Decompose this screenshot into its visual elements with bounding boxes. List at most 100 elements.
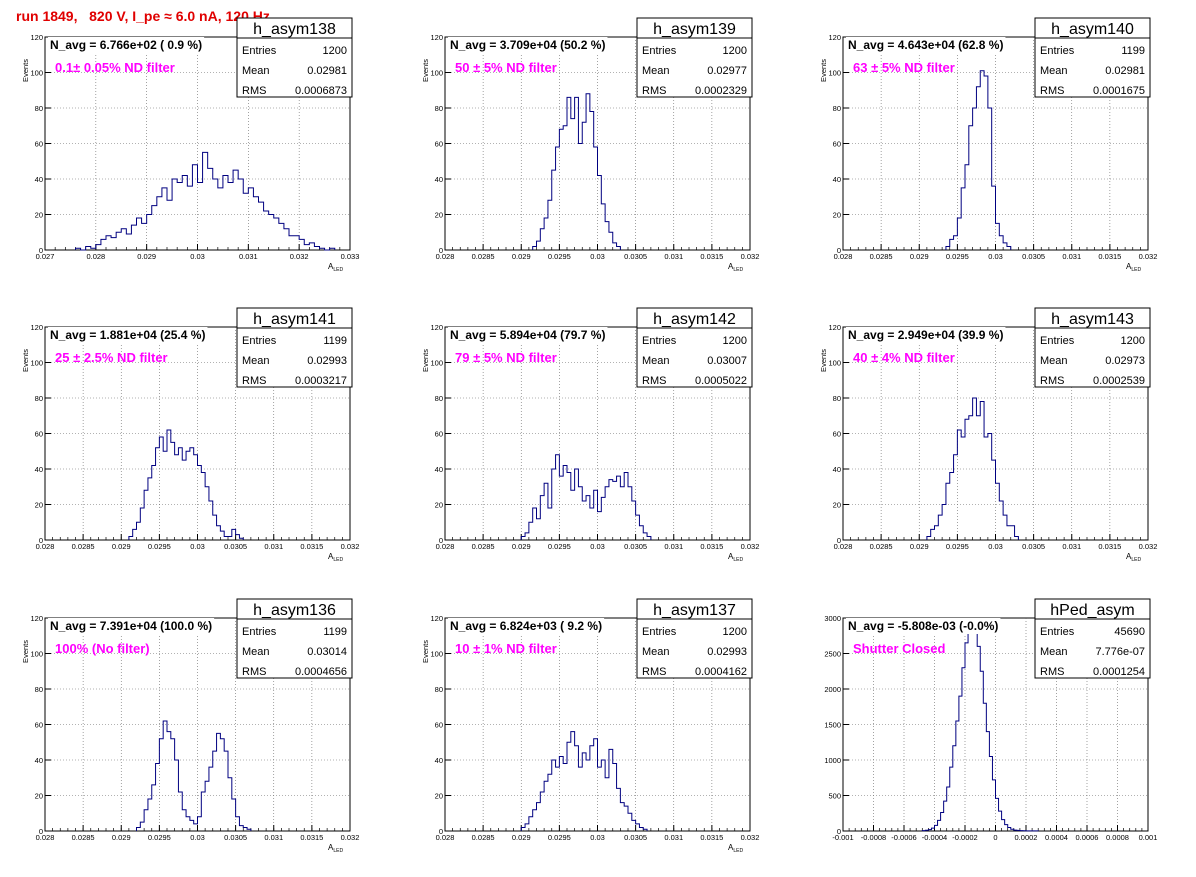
- x-tick-label: 0.0285: [870, 542, 893, 551]
- stats-value-rms: 0.0002539: [1093, 375, 1145, 387]
- stats-value-mean: 0.02981: [1105, 65, 1145, 77]
- x-tick-label: 0.0295: [548, 833, 571, 842]
- y-tick-label: 0: [439, 827, 443, 836]
- x-tick-label: 0.028: [36, 833, 55, 842]
- y-tick-label: 40: [435, 465, 443, 474]
- stats-box: [1034, 307, 1151, 388]
- x-axis-title: ALED: [1126, 552, 1141, 563]
- y-tick-label: 40: [35, 175, 43, 184]
- x-tick-label: 0.032: [290, 252, 309, 261]
- stats-value-mean: 0.02993: [707, 646, 747, 658]
- x-axis-title: ALED: [728, 843, 743, 854]
- y-tick-label: 60: [833, 140, 841, 149]
- x-axis-title: ALED: [328, 262, 343, 273]
- y-tick-label: 60: [35, 721, 43, 730]
- stats-key-mean: Mean: [642, 646, 670, 658]
- x-tick-label: 0.0295: [148, 542, 171, 551]
- stats-value-mean: 0.03014: [307, 646, 347, 658]
- y-tick-label: 0: [39, 536, 43, 545]
- y-tick-label: 60: [35, 430, 43, 439]
- stats-key-entries: Entries: [1040, 335, 1075, 347]
- y-tick-label: 40: [833, 465, 841, 474]
- x-tick-label: 0.0305: [224, 833, 247, 842]
- stats-key-mean: Mean: [642, 65, 670, 77]
- stats-value-mean: 0.02993: [307, 355, 347, 367]
- x-tick-label: 0.0285: [472, 542, 495, 551]
- y-tick-label: 100: [828, 69, 841, 78]
- stats-value-mean: 0.03007: [707, 355, 747, 367]
- histogram-series: [532, 93, 621, 250]
- y-tick-label: 20: [435, 501, 443, 510]
- x-tick-label: 0.028: [834, 542, 853, 551]
- navg-label: N_avg = 3.709e+04 (50.2 %): [450, 38, 605, 52]
- y-tick-label: 1500: [824, 721, 841, 730]
- histogram-series: [136, 720, 252, 831]
- stats-value-entries: 45690: [1114, 626, 1145, 638]
- y-tick-label: 80: [35, 394, 43, 403]
- y-axis-title: Events: [21, 349, 30, 372]
- histogram-panel-h_asym142: 0.028 0.0285 0.029 0.0295 0.03 0.0305 0.031 0.0…: [421, 307, 759, 563]
- stats-key-mean: Mean: [242, 65, 270, 77]
- y-tick-label: 100: [430, 69, 443, 78]
- y-axis-title: Events: [819, 59, 828, 82]
- x-tick-label: 0.028: [436, 542, 455, 551]
- y-tick-label: 120: [430, 614, 443, 623]
- histogram-panel-h_asym143: 0.028 0.0285 0.029 0.0295 0.03 0.0305 0.031 0.0…: [819, 307, 1157, 563]
- x-tick-label: 0.03: [590, 833, 605, 842]
- y-tick-label: 80: [833, 104, 841, 113]
- y-tick-label: 120: [30, 614, 43, 623]
- x-tick-label: 0.0305: [624, 833, 647, 842]
- stats-box: [236, 17, 353, 98]
- filter-label: 100% (No filter): [55, 641, 150, 656]
- y-tick-label: 100: [828, 359, 841, 368]
- stats-box: [636, 17, 753, 98]
- y-tick-label: 0: [39, 246, 43, 255]
- stats-value-mean: 0.02977: [707, 65, 747, 77]
- stats-value-entries: 1199: [1121, 45, 1145, 57]
- stats-key-rms: RMS: [642, 85, 666, 97]
- navg-label: N_avg = 2.949e+04 (39.9 %): [848, 328, 1003, 342]
- filter-label: 0.1± 0.05% ND filter: [55, 60, 175, 75]
- stats-value-mean: 0.02973: [1105, 355, 1145, 367]
- stats-value-entries: 1200: [323, 45, 347, 57]
- histogram-series: [128, 429, 244, 540]
- x-tick-label: 0.0305: [224, 542, 247, 551]
- y-tick-label: 2000: [824, 685, 841, 694]
- histogram-name: h_asym142: [653, 311, 736, 328]
- stats-key-rms: RMS: [242, 85, 266, 97]
- histogram-name: h_asym141: [253, 311, 336, 328]
- navg-label: N_avg = -5.808e-03 (-0.0%): [848, 619, 998, 633]
- x-tick-label: 0.031: [1062, 252, 1081, 261]
- x-tick-label: 0.0285: [472, 833, 495, 842]
- navg-label: N_avg = 1.881e+04 (25.4 %): [50, 328, 205, 342]
- y-tick-label: 60: [833, 430, 841, 439]
- histogram-series: [520, 454, 652, 540]
- x-tick-label: 0.029: [112, 833, 131, 842]
- y-tick-label: 40: [35, 756, 43, 765]
- y-tick-label: 60: [435, 721, 443, 730]
- x-tick-label: 0.03: [190, 252, 205, 261]
- histogram-series: [75, 151, 336, 251]
- x-tick-label: 0.0315: [300, 542, 323, 551]
- y-axis-title: Events: [421, 349, 430, 372]
- stats-key-entries: Entries: [642, 626, 677, 638]
- stats-key-rms: RMS: [642, 666, 666, 678]
- x-tick-label: 0.031: [1062, 542, 1081, 551]
- stats-key-mean: Mean: [242, 646, 270, 658]
- navg-label: N_avg = 4.643e+04 (62.8 %): [848, 38, 1003, 52]
- stats-key-rms: RMS: [1040, 375, 1064, 387]
- x-tick-label: -0.0002: [952, 833, 977, 842]
- histogram-series: [926, 397, 1019, 540]
- x-tick-label: 0.0006: [1076, 833, 1099, 842]
- stats-key-mean: Mean: [242, 355, 270, 367]
- y-tick-label: 20: [435, 211, 443, 220]
- y-tick-label: 80: [35, 104, 43, 113]
- y-tick-label: 0: [837, 246, 841, 255]
- y-tick-label: 120: [430, 33, 443, 42]
- stats-key-entries: Entries: [1040, 45, 1075, 57]
- x-tick-label: 0.031: [239, 252, 258, 261]
- x-tick-label: 0.028: [834, 252, 853, 261]
- x-tick-label: 0.029: [512, 833, 531, 842]
